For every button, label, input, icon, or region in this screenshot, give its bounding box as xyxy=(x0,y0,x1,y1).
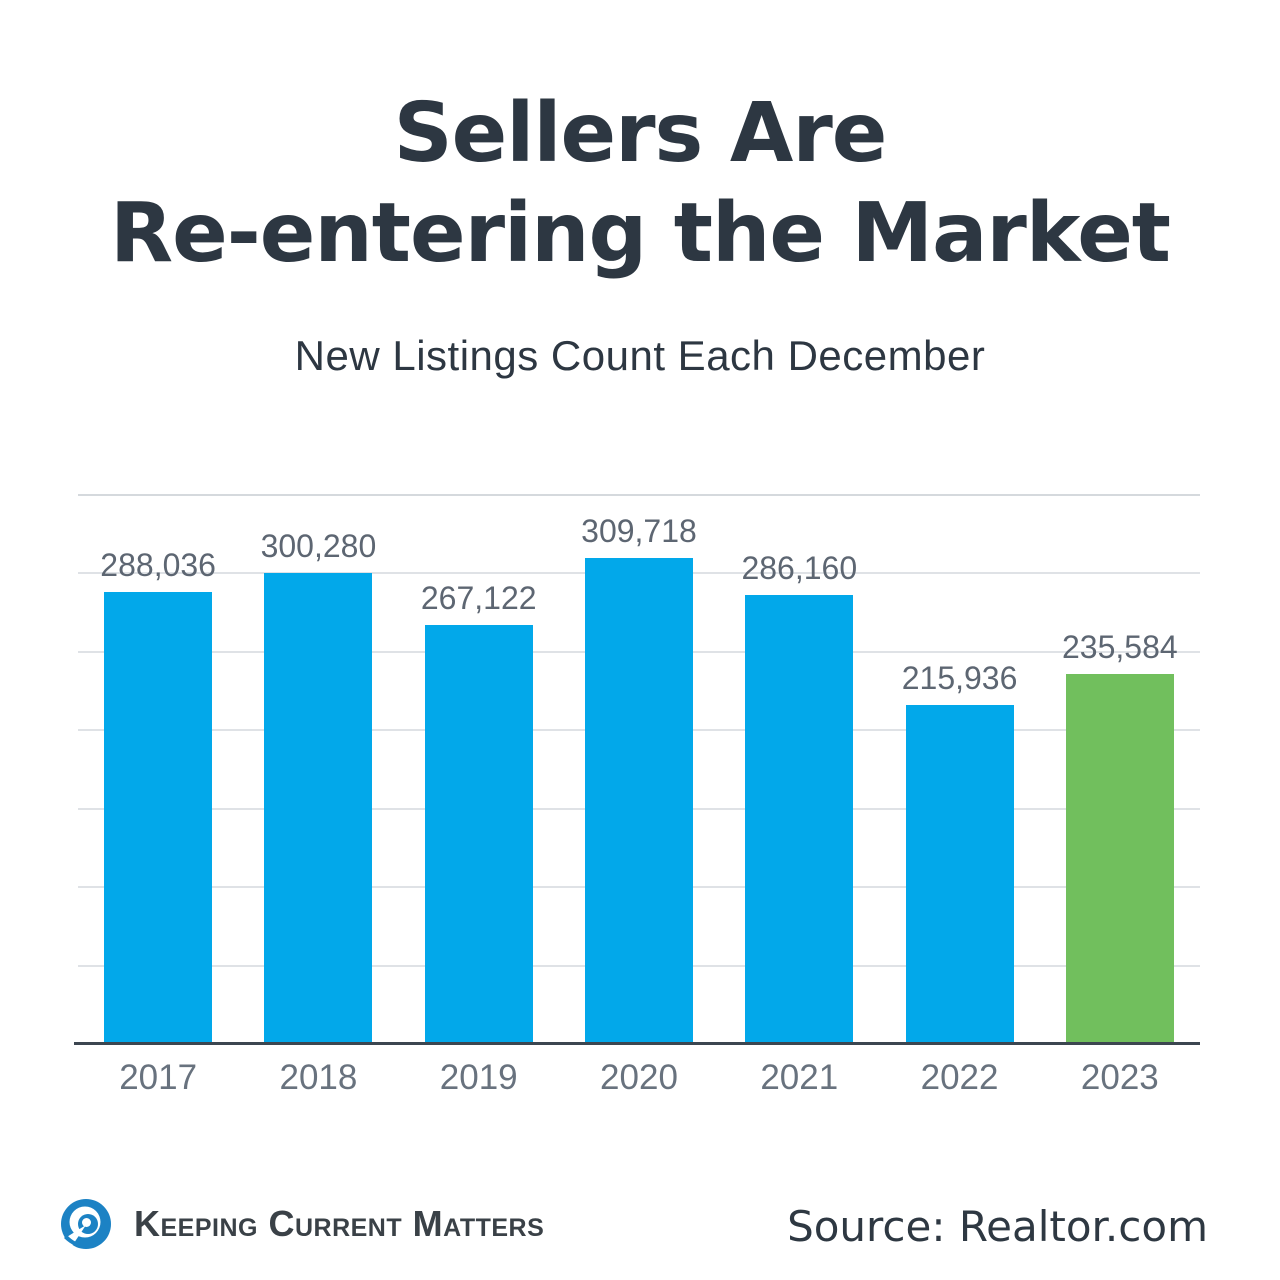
value-label-2022: 215,936 xyxy=(901,659,1018,696)
bar-2020 xyxy=(585,557,693,1044)
page-title: Sellers Are Re-entering the Market xyxy=(0,84,1280,284)
source-attribution: Source: Realtor.com xyxy=(787,1202,1208,1251)
gridline-350000 xyxy=(78,493,1200,496)
bar-2017 xyxy=(104,591,213,1044)
x-axis-label-2021: 2021 xyxy=(760,1058,839,1097)
bar-2023 xyxy=(1065,674,1174,1044)
value-label-2021: 286,160 xyxy=(741,549,858,586)
value-label-2020: 309,718 xyxy=(581,512,697,549)
page-subtitle: New Listings Count Each December xyxy=(294,332,986,379)
bar-2019 xyxy=(424,624,533,1044)
kcm-swirl-icon xyxy=(61,1199,111,1249)
x-axis-label-2022: 2022 xyxy=(920,1058,999,1097)
bar-2022 xyxy=(905,704,1014,1044)
value-label-2019: 267,122 xyxy=(420,579,537,616)
x-axis-label-2019: 2019 xyxy=(439,1058,518,1097)
x-axis-labels: 2017 2018 2019 2020 2021 2022 2023 xyxy=(78,1058,1200,1102)
x-axis-label-2023: 2023 xyxy=(1080,1058,1159,1097)
bar-2018 xyxy=(264,572,373,1044)
page-title-line2: Re-entering the Market xyxy=(109,186,1171,282)
brand-logo-text: Keeping Current Matters xyxy=(134,1203,545,1244)
x-axis-label-2017: 2017 xyxy=(119,1058,198,1097)
brand-logo: Keeping Current Matters xyxy=(60,1198,544,1250)
value-label-2023: 235,584 xyxy=(1062,629,1178,666)
x-axis-label-2020: 2020 xyxy=(600,1058,678,1097)
value-label-2017: 288,036 xyxy=(100,546,216,583)
page-title-line1: Sellers Are xyxy=(393,86,888,181)
bar-chart-plot-area: 288,036 300,280 267,122 309,718 286,160 215,9… xyxy=(78,460,1200,1044)
x-axis-line xyxy=(74,1042,1200,1045)
bar-2021 xyxy=(745,594,854,1044)
x-axis-label-2018: 2018 xyxy=(279,1058,358,1097)
value-label-2018: 300,280 xyxy=(260,527,377,564)
